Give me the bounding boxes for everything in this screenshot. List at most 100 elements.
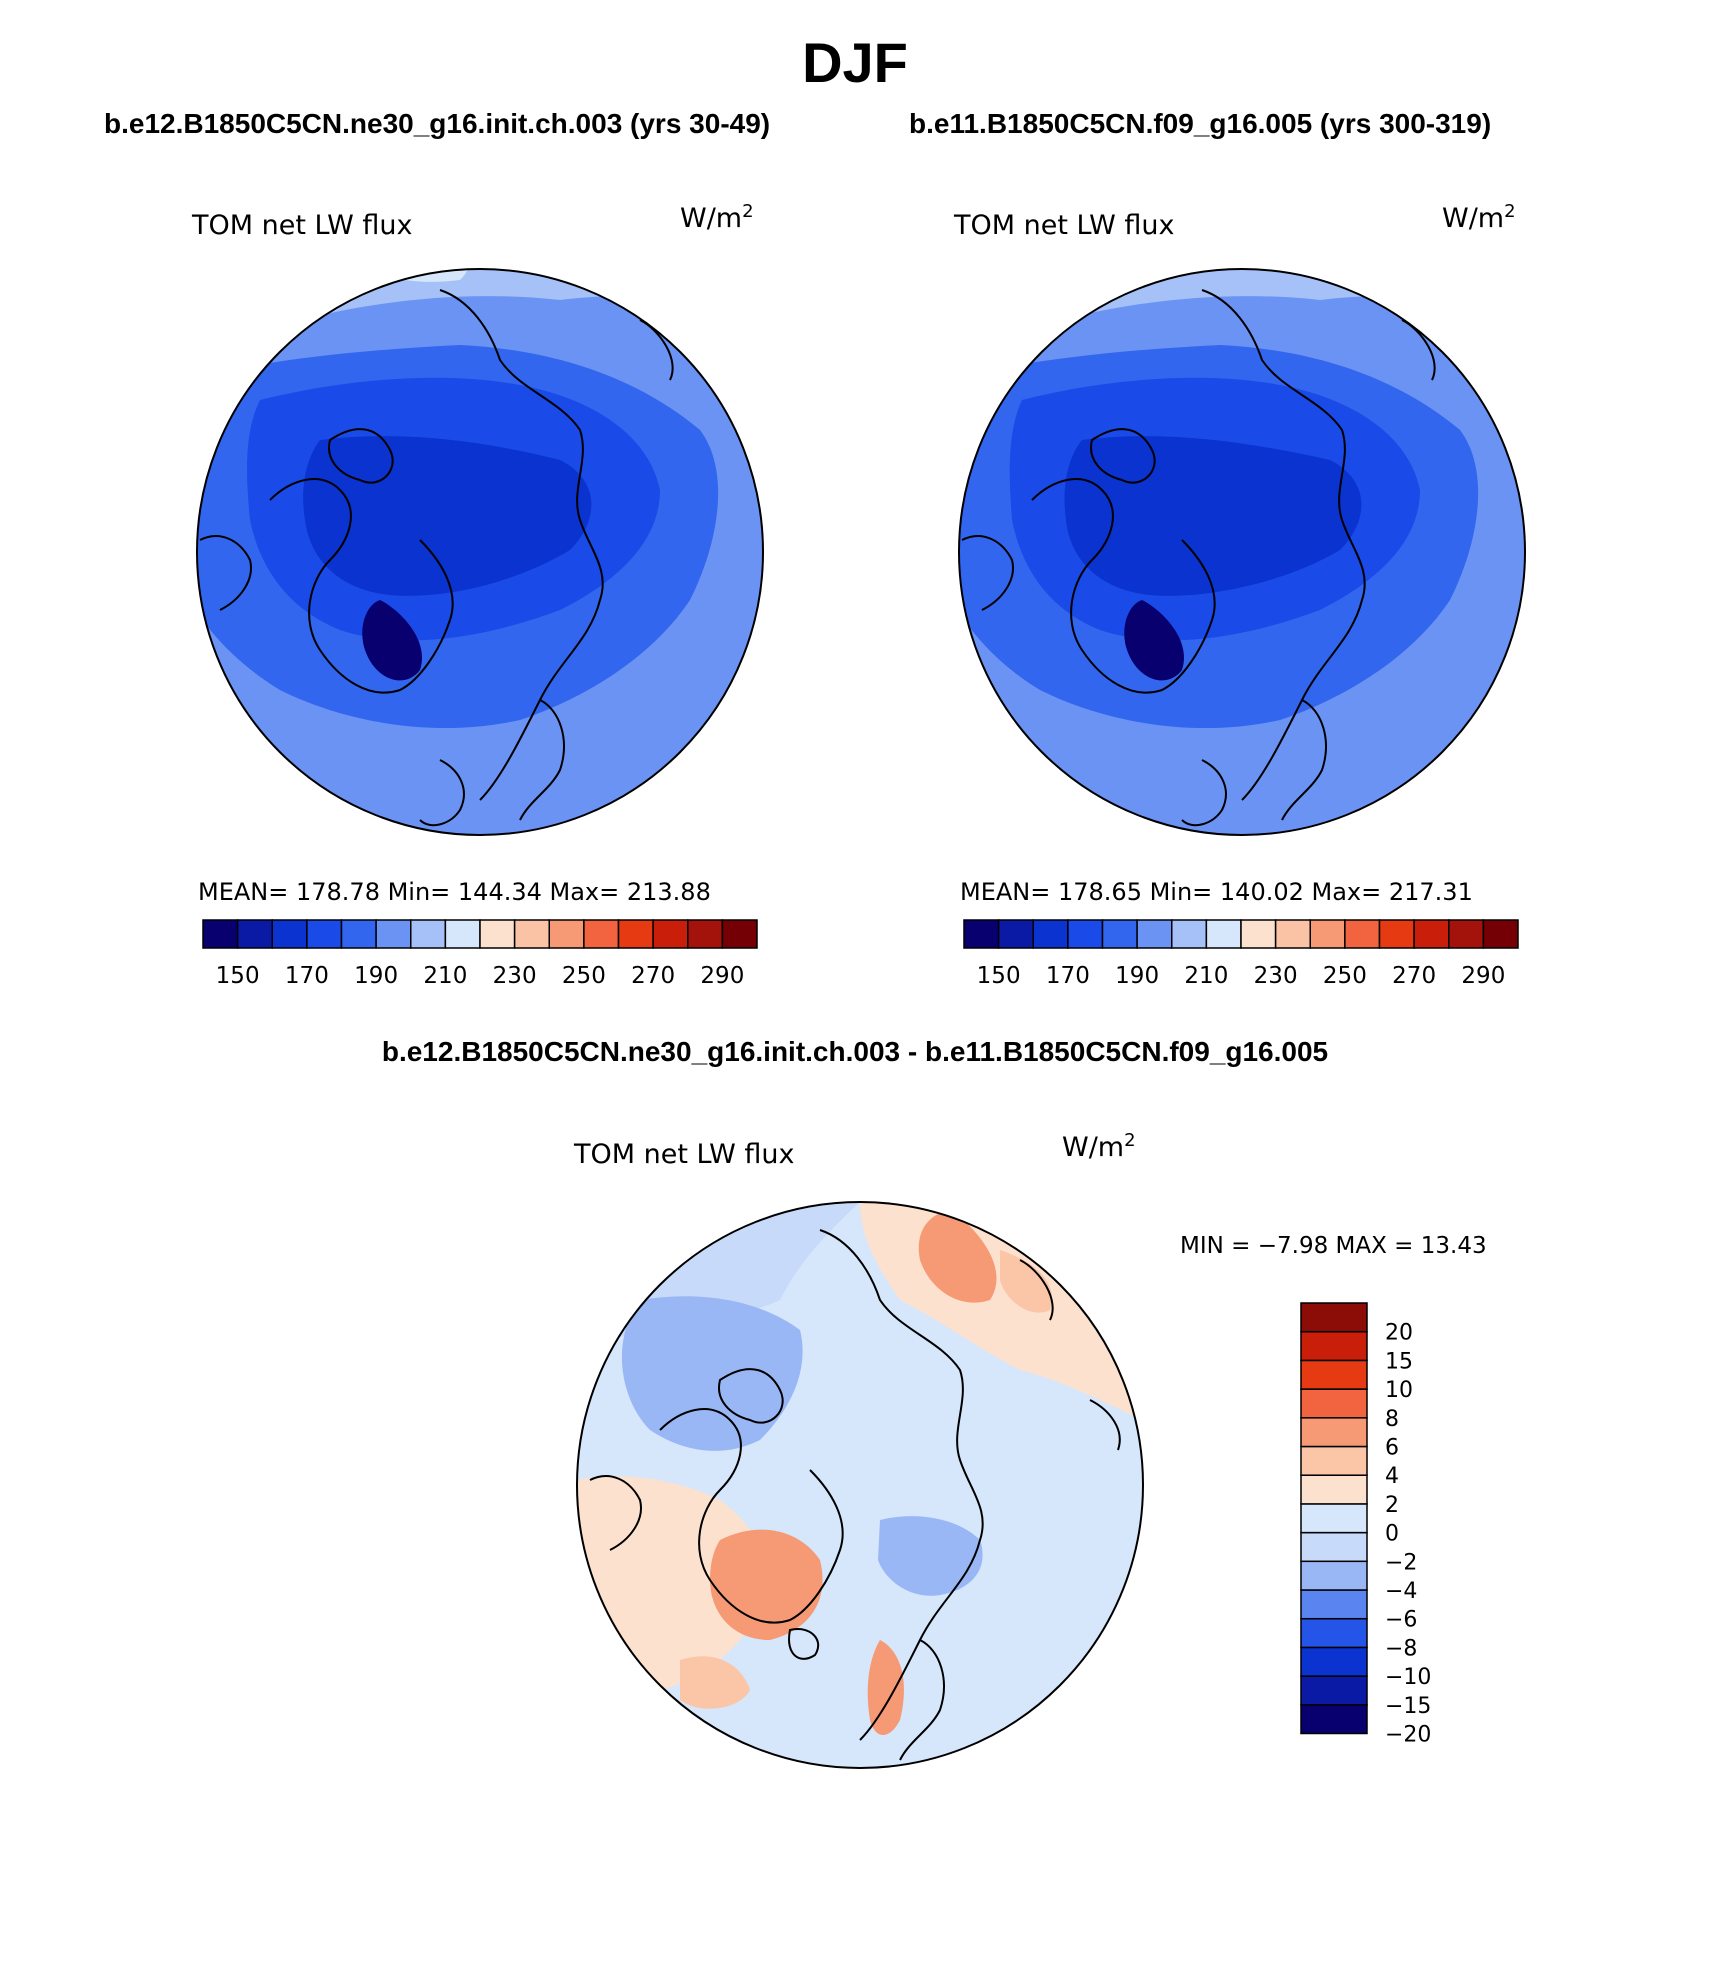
left-units-base: W/m (680, 203, 742, 234)
left-colorbar-label: 150 (216, 963, 260, 989)
diff-field-europe-negative (878, 1516, 983, 1596)
difference-map-border (576, 1201, 1144, 1769)
diff-colorbar-box (1300, 1646, 1368, 1677)
right-colorbar-label: 230 (1254, 963, 1298, 989)
right-colorbar-label: 270 (1392, 963, 1436, 989)
diff-colorbar-label: 15 (1385, 1349, 1413, 1374)
right-colorbar-box (1344, 919, 1381, 949)
right-colorbar-box (1101, 919, 1138, 949)
right-colorbar-box (963, 919, 1000, 949)
left-colorbar-box (583, 919, 620, 949)
left-colorbar-box (479, 919, 516, 949)
diff-colorbar-label: 8 (1385, 1407, 1399, 1432)
left-colorbar-box (548, 919, 585, 949)
diff-colorbar-box (1300, 1617, 1368, 1649)
diff-colorbar-label: 20 (1385, 1321, 1413, 1346)
diff-colorbar-box (1300, 1503, 1368, 1534)
right-colorbar-label: 150 (977, 963, 1021, 989)
left-colorbar-box (340, 919, 377, 949)
diff-colorbar-box (1300, 1704, 1368, 1735)
right-colorbar-box (1378, 919, 1415, 949)
diff-units-exponent: 2 (1124, 1130, 1135, 1151)
left-colorbar-label: 210 (423, 963, 467, 989)
diff-field-greenland-max (710, 1529, 823, 1640)
diff-colorbar-label: −20 (1385, 1723, 1431, 1748)
right-greenland-minimum (1124, 600, 1184, 681)
diff-colorbar-box (1300, 1445, 1368, 1476)
left-colorbar-label: 190 (354, 963, 398, 989)
left-colorbar-box (444, 919, 481, 949)
difference-panel: TOM net LW flux W/m2 MIN = −7.98 MAX = 1… (573, 1130, 1487, 1769)
right-colorbar-box (1067, 919, 1104, 949)
left-field-core (303, 436, 592, 596)
diff-variable-label: TOM net LW flux (573, 1139, 794, 1170)
right-colorbar-box (1205, 919, 1242, 949)
right-colorbar-box (1274, 919, 1311, 949)
right-field-core (1064, 436, 1362, 596)
left-colorbar-box (652, 919, 689, 949)
diff-colorbar-box (1300, 1359, 1368, 1390)
left-colorbar-box (375, 919, 412, 949)
diff-colorbar-box (1300, 1474, 1368, 1505)
right-colorbar-box (1136, 919, 1173, 949)
diff-field-negative-patch (621, 1296, 803, 1451)
right-colorbar-box (1309, 919, 1346, 949)
diff-colorbar-label: −10 (1385, 1665, 1431, 1690)
left-units-exponent: 2 (742, 201, 753, 222)
right-colorbar-box (1448, 919, 1485, 949)
diff-units-label: W/m2 (1062, 1130, 1136, 1163)
diff-colorbar-label: −4 (1385, 1579, 1417, 1604)
diff-colorbar-box (1300, 1589, 1368, 1620)
diff-field-lower-left-positive (577, 1476, 768, 1695)
left-colorbar: 150 170 190 210 230 250 270 290 (202, 919, 758, 989)
right-colorbar-box (1171, 919, 1208, 949)
diff-colorbar-label: −8 (1385, 1636, 1417, 1661)
page-title: DJF (802, 31, 908, 94)
left-colorbar-box (306, 919, 343, 949)
left-colorbar-box (513, 919, 550, 949)
right-stats: MEAN= 178.65 Min= 140.02 Max= 217.31 (960, 878, 1473, 906)
right-case-title: b.e11.B1850C5CN.f09_g16.005 (yrs 300-319… (909, 108, 1492, 139)
diff-colorbar-label: 6 (1385, 1436, 1399, 1461)
diff-colorbar-box (1300, 1531, 1368, 1563)
right-panel: TOM net LW flux W/m2 MEAN= 178.65 Min= 1… (953, 201, 1526, 989)
difference-title: b.e12.B1850C5CN.ne30_g16.init.ch.003 - b… (381, 1036, 1329, 1067)
left-colorbar-box (236, 919, 273, 949)
right-colorbar-box (1032, 919, 1069, 949)
diff-field-scandinavia-positive (867, 1640, 904, 1735)
left-colorbar-box (687, 919, 724, 949)
left-colorbar-label: 250 (562, 963, 606, 989)
left-colorbar-box (202, 919, 239, 949)
diff-field-atlantic-positive (680, 1656, 750, 1709)
left-colorbar-label: 230 (493, 963, 537, 989)
diff-colorbar-label: 10 (1385, 1378, 1413, 1403)
left-case-title: b.e12.B1850C5CN.ne30_g16.init.ch.003 (yr… (104, 108, 771, 139)
left-variable-label: TOM net LW flux (191, 210, 412, 241)
left-colorbar-box (410, 919, 447, 949)
diff-colorbar-box (1300, 1330, 1368, 1362)
right-colorbar-label: 210 (1184, 963, 1228, 989)
right-colorbar: 150 170 190 210 230 250 270 290 (963, 919, 1519, 989)
diff-colorbar-box (1300, 1417, 1368, 1448)
diff-colorbar-label: −2 (1385, 1550, 1417, 1575)
left-units-label: W/m2 (680, 201, 754, 234)
right-colorbar-box (1240, 919, 1277, 949)
left-stats: MEAN= 178.78 Min= 144.34 Max= 213.88 (198, 878, 711, 906)
diff-stats: MIN = −7.98 MAX = 13.43 (1180, 1233, 1487, 1259)
right-units-base: W/m (1442, 203, 1504, 234)
left-panel: TOM net LW flux W/m2 MEAN= 1 (191, 201, 764, 989)
right-units-label: W/m2 (1442, 201, 1516, 234)
left-greenland-minimum (362, 600, 422, 681)
left-colorbar-label: 290 (700, 963, 744, 989)
diff-colorbar-box (1300, 1560, 1368, 1591)
diff-colorbar-label: 0 (1385, 1522, 1399, 1547)
right-map-border (958, 268, 1526, 836)
left-map (197, 269, 763, 835)
diff-colorbar-label: −6 (1385, 1608, 1417, 1633)
right-colorbar-box (1413, 919, 1450, 949)
diff-colorbar-label: 2 (1385, 1493, 1399, 1518)
diff-colorbar-label: 4 (1385, 1464, 1399, 1489)
left-colorbar-box (721, 919, 758, 949)
